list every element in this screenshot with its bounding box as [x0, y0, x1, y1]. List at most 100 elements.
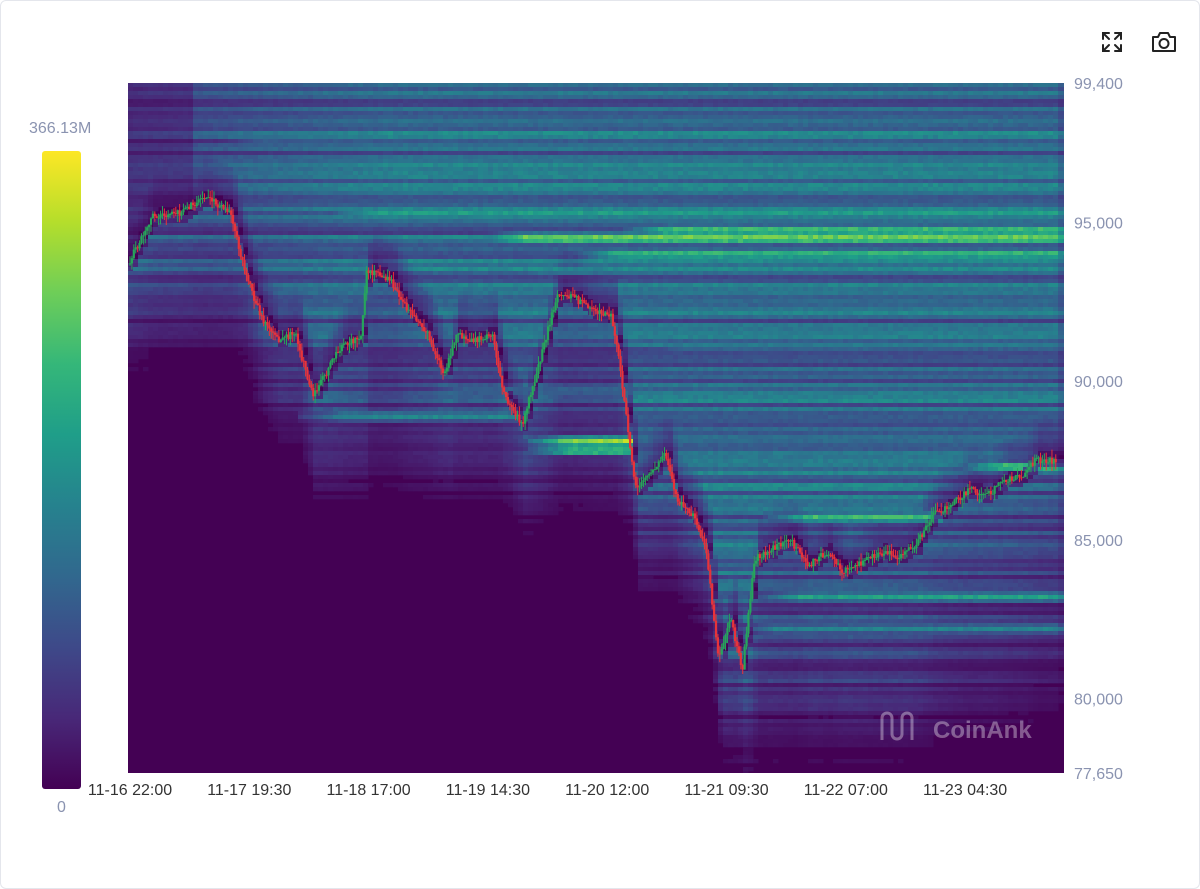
heatmap-cell	[233, 319, 239, 324]
heatmap-cell	[383, 463, 389, 468]
heatmap-cell	[378, 399, 384, 404]
heatmap-cell	[353, 231, 359, 236]
heatmap-cell	[278, 187, 284, 192]
heatmap-cell	[363, 379, 369, 384]
heatmap-cell	[373, 247, 379, 252]
heatmap-cell	[428, 111, 434, 116]
heatmap-cell	[383, 171, 389, 176]
heatmap-cell	[328, 167, 334, 172]
heatmap-cell	[263, 291, 269, 296]
heatmap-cell	[163, 259, 169, 264]
heatmap-cell	[413, 331, 419, 336]
heatmap-cell	[173, 283, 179, 288]
heatmap-cell	[198, 127, 204, 132]
heatmap-cell	[243, 123, 249, 128]
heatmap-cell	[328, 143, 334, 148]
heatmap-cell	[363, 483, 369, 488]
heatmap-cell	[178, 327, 184, 332]
heatmap-cell	[338, 119, 344, 124]
heatmap-cell	[283, 135, 289, 140]
heatmap-cell	[363, 95, 369, 100]
heatmap-cell	[198, 147, 204, 152]
heatmap-cell	[353, 127, 359, 132]
heatmap-cell	[328, 439, 334, 444]
heatmap-cell	[378, 147, 384, 152]
heatmap-cell	[273, 315, 279, 320]
heatmap-cell	[383, 347, 389, 352]
heatmap-cell	[278, 295, 284, 300]
heatmap-cell	[193, 275, 199, 280]
heatmap-cell	[383, 255, 389, 260]
heatmap-cell	[323, 151, 329, 156]
heatmap-cell	[138, 315, 144, 320]
heatmap-cell	[273, 183, 279, 188]
heatmap-cell	[188, 283, 194, 288]
heatmap-cell	[418, 327, 424, 332]
heatmap-cell	[188, 187, 194, 192]
heatmap-cell	[408, 471, 414, 476]
heatmap-cell	[283, 251, 289, 256]
screenshot-button[interactable]	[1148, 26, 1180, 58]
heatmap-cell	[288, 159, 294, 164]
heatmap-cell	[238, 315, 244, 320]
heatmap-cell	[343, 159, 349, 164]
heatmap-cell	[313, 307, 319, 312]
heatmap-cell	[153, 127, 159, 132]
heatmap-cell	[328, 159, 334, 164]
heatmap-cell	[233, 331, 239, 336]
heatmap-cell	[283, 239, 289, 244]
heatmap-cell	[153, 95, 159, 100]
heatmap-cell	[318, 371, 324, 376]
heatmap-cell	[188, 235, 194, 240]
heatmap-cell	[423, 159, 429, 164]
heatmap-cell	[308, 395, 314, 400]
heatmap-cell	[283, 215, 289, 220]
heatmap-cell	[218, 295, 224, 300]
heatmap-cell	[333, 111, 339, 116]
heatmap-cell	[368, 387, 374, 392]
heatmap-cell	[248, 231, 254, 236]
heatmap-cell	[128, 155, 134, 160]
heatmap-cell	[278, 287, 284, 292]
heatmap-cell	[233, 243, 239, 248]
heatmap-cell	[233, 231, 239, 236]
heatmap-cell	[338, 439, 344, 444]
heatmap-cell	[363, 215, 369, 220]
heatmap-cell	[238, 119, 244, 124]
heatmap-cell	[413, 171, 419, 176]
heatmap-cell	[238, 211, 244, 216]
heatmap-cell	[323, 359, 329, 364]
heatmap-cell	[353, 223, 359, 228]
heatmap-cell	[408, 159, 414, 164]
heatmap-cell	[303, 255, 309, 260]
heatmap-cell	[228, 311, 234, 316]
heatmap-cell	[308, 471, 314, 476]
heatmap-cell	[143, 103, 149, 108]
heatmap-cell	[183, 327, 189, 332]
heatmap-cell	[418, 435, 424, 440]
heatmap-cell	[403, 335, 409, 340]
heatmap-cell	[288, 243, 294, 248]
heatmap-cell	[253, 355, 259, 360]
heatmap-cell	[343, 303, 349, 308]
heatmap-cell	[128, 331, 134, 336]
heatmap-cell	[263, 139, 269, 144]
heatmap-cell	[138, 143, 144, 148]
heatmap-cell	[263, 163, 269, 168]
heatmap-cell	[208, 295, 214, 300]
heatmap-cell	[318, 403, 324, 408]
heatmap-cell	[138, 91, 144, 96]
heatmap-cell	[128, 87, 134, 92]
heatmap-cell	[418, 351, 424, 356]
heatmap-cell	[333, 391, 339, 396]
heatmap-cell	[253, 327, 259, 332]
heatmap-cell	[233, 239, 239, 244]
heatmap-cell	[348, 399, 354, 404]
heatmap-cell	[283, 95, 289, 100]
heatmap-cell	[333, 483, 339, 488]
heatmap-cell	[198, 135, 204, 140]
heatmap-cell	[158, 311, 164, 316]
fullscreen-button[interactable]	[1096, 26, 1128, 58]
heatmap-cell	[383, 91, 389, 96]
